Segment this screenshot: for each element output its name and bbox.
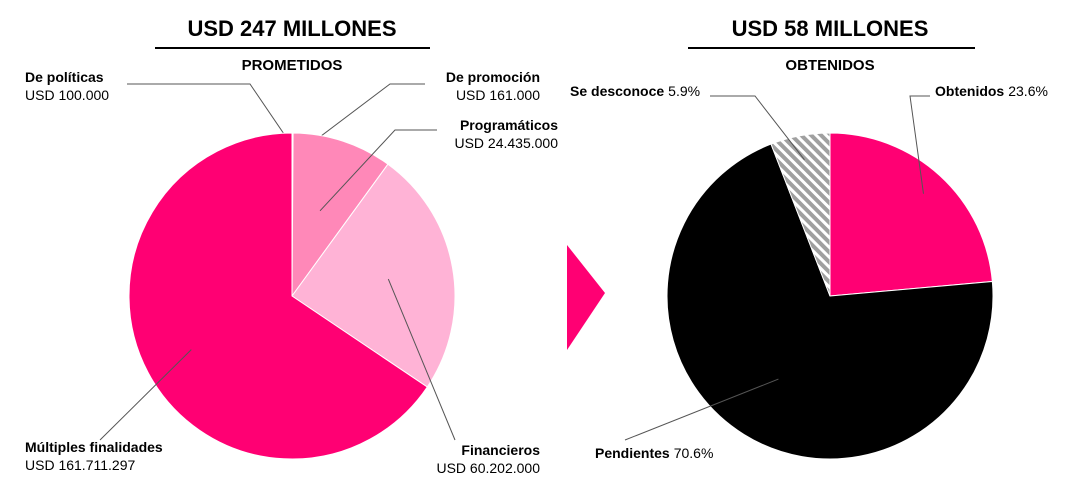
slice-value-label: USD 60.202.000 — [436, 460, 540, 476]
slice-label: Pendientes — [595, 445, 670, 461]
slice-label: Múltiples finalidades — [25, 439, 163, 455]
leader-line — [292, 83, 425, 158]
leader-line — [99, 349, 192, 441]
slice-value-label: USD 161.000 — [456, 87, 540, 103]
leader-line — [319, 129, 437, 212]
slice-label: Se desconoce — [570, 83, 664, 99]
slice-label-group: Obtenidos 23.6% — [935, 83, 1048, 99]
chart-title: USD 247 MILLONES — [187, 16, 396, 41]
slice-label: De promoción — [446, 69, 540, 85]
pie-slice — [770, 132, 831, 297]
leader-line — [624, 378, 779, 441]
leader-line — [909, 95, 930, 194]
pie-slice — [291, 163, 456, 388]
slice-value-label: USD 24.435.000 — [454, 135, 558, 151]
chart-subtitle: OBTENIDOS — [785, 57, 874, 74]
slice-label: Programáticos — [460, 117, 558, 133]
slice-label: De políticas — [25, 69, 104, 85]
chart-title: USD 58 MILLONES — [732, 16, 929, 41]
pie-slice — [666, 143, 994, 460]
slice-label: Obtenidos — [935, 83, 1004, 99]
chart-subtitle: PROMETIDOS — [242, 57, 343, 74]
slice-value-label: 5.9% — [668, 83, 700, 99]
slice-value-label: 70.6% — [674, 445, 714, 461]
pie-slice — [291, 132, 389, 298]
slice-label: Financieros — [461, 442, 540, 458]
slice-value-label: USD 100.000 — [25, 87, 109, 103]
pie-slice — [829, 132, 993, 297]
slice-value-label: 23.6% — [1008, 83, 1048, 99]
leader-line — [387, 278, 456, 441]
slice-label-group: Se desconoce 5.9% — [570, 83, 700, 99]
slice-value-label: USD 161.711.297 — [25, 457, 135, 473]
pie-slice — [128, 132, 428, 460]
leader-line — [127, 83, 293, 147]
slice-label-group: Pendientes 70.6% — [595, 445, 713, 461]
arrow — [567, 245, 605, 350]
leader-line — [710, 95, 805, 161]
